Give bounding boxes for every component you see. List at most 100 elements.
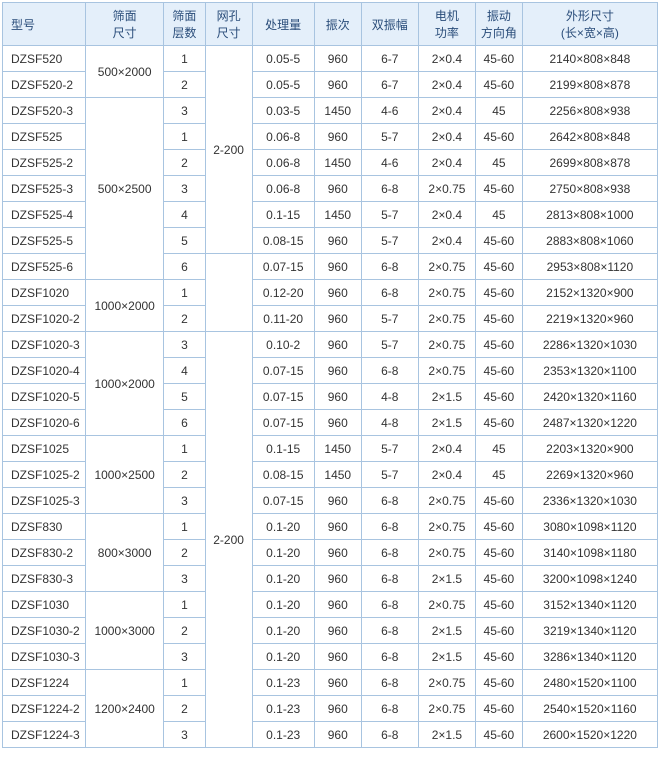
cell-model: DZSF1025 [3, 436, 86, 462]
cell-angle: 45-60 [476, 696, 523, 722]
cell-dimensions: 2203×1320×900 [522, 436, 657, 462]
cell-dimensions: 2353×1320×1100 [522, 358, 657, 384]
cell-angle: 45-60 [476, 384, 523, 410]
cell-amplitude: 6-8 [361, 618, 418, 644]
cell-dimensions: 2750×808×938 [522, 176, 657, 202]
cell-angle: 45-60 [476, 566, 523, 592]
cell-capacity: 0.07-15 [252, 410, 314, 436]
cell-dimensions: 2642×808×848 [522, 124, 657, 150]
cell-screen-size: 800×3000 [86, 514, 164, 592]
cell-model: DZSF1025-3 [3, 488, 86, 514]
cell-capacity: 0.07-15 [252, 358, 314, 384]
cell-power: 2×1.5 [418, 566, 475, 592]
cell-frequency: 960 [314, 306, 361, 332]
cell-model: DZSF520-3 [3, 98, 86, 124]
cell-angle: 45-60 [476, 540, 523, 566]
cell-model: DZSF1224-3 [3, 722, 86, 748]
cell-angle: 45 [476, 98, 523, 124]
cell-power: 2×0.4 [418, 462, 475, 488]
cell-layers: 3 [164, 98, 206, 124]
cell-layers: 2 [164, 150, 206, 176]
cell-angle: 45-60 [476, 306, 523, 332]
cell-angle: 45-60 [476, 72, 523, 98]
cell-capacity: 0.05-5 [252, 72, 314, 98]
cell-dimensions: 3286×1340×1120 [522, 644, 657, 670]
cell-model: DZSF525 [3, 124, 86, 150]
cell-power: 2×1.5 [418, 410, 475, 436]
col-header: 振次 [314, 3, 361, 46]
cell-model: DZSF1020 [3, 280, 86, 306]
cell-mesh [205, 254, 252, 332]
cell-frequency: 960 [314, 696, 361, 722]
cell-amplitude: 6-8 [361, 566, 418, 592]
col-header: 筛面层数 [164, 3, 206, 46]
cell-model: DZSF1020-4 [3, 358, 86, 384]
cell-frequency: 960 [314, 722, 361, 748]
cell-model: DZSF1020-3 [3, 332, 86, 358]
cell-frequency: 960 [314, 280, 361, 306]
cell-frequency: 960 [314, 176, 361, 202]
cell-amplitude: 6-7 [361, 72, 418, 98]
cell-amplitude: 6-8 [361, 254, 418, 280]
cell-power: 2×0.4 [418, 150, 475, 176]
cell-frequency: 960 [314, 540, 361, 566]
cell-capacity: 0.07-15 [252, 254, 314, 280]
cell-power: 2×0.4 [418, 202, 475, 228]
cell-capacity: 0.10-2 [252, 332, 314, 358]
cell-capacity: 0.1-23 [252, 722, 314, 748]
cell-amplitude: 6-8 [361, 280, 418, 306]
cell-dimensions: 2953×808×1120 [522, 254, 657, 280]
col-header: 电机功率 [418, 3, 475, 46]
cell-capacity: 0.1-20 [252, 644, 314, 670]
cell-power: 2×0.75 [418, 332, 475, 358]
cell-model: DZSF520 [3, 46, 86, 72]
cell-layers: 5 [164, 384, 206, 410]
cell-layers: 6 [164, 254, 206, 280]
cell-power: 2×1.5 [418, 722, 475, 748]
table-header: 型号筛面尺寸筛面层数网孔尺寸处理量振次双振幅电机功率振动方向角外形尺寸(长×宽×… [3, 3, 658, 46]
cell-layers: 2 [164, 540, 206, 566]
cell-model: DZSF1030-2 [3, 618, 86, 644]
cell-frequency: 960 [314, 618, 361, 644]
cell-amplitude: 5-7 [361, 436, 418, 462]
cell-power: 2×0.75 [418, 696, 475, 722]
cell-angle: 45-60 [476, 46, 523, 72]
cell-layers: 3 [164, 176, 206, 202]
table-row: DZSF520500×200012-2000.05-59606-72×0.445… [3, 46, 658, 72]
cell-capacity: 0.1-23 [252, 670, 314, 696]
cell-power: 2×0.75 [418, 280, 475, 306]
cell-capacity: 0.12-20 [252, 280, 314, 306]
cell-angle: 45-60 [476, 618, 523, 644]
cell-capacity: 0.08-15 [252, 462, 314, 488]
table-row: DZSF10201000×200010.12-209606-82×0.7545-… [3, 280, 658, 306]
cell-capacity: 0.1-20 [252, 540, 314, 566]
table-row: DZSF520-3500×250030.03-514504-62×0.44522… [3, 98, 658, 124]
cell-layers: 1 [164, 280, 206, 306]
cell-dimensions: 2286×1320×1030 [522, 332, 657, 358]
cell-capacity: 0.1-15 [252, 436, 314, 462]
cell-power: 2×1.5 [418, 384, 475, 410]
cell-layers: 3 [164, 644, 206, 670]
cell-power: 2×0.75 [418, 514, 475, 540]
spec-table: 型号筛面尺寸筛面层数网孔尺寸处理量振次双振幅电机功率振动方向角外形尺寸(长×宽×… [2, 2, 658, 748]
cell-model: DZSF1224-2 [3, 696, 86, 722]
cell-frequency: 960 [314, 566, 361, 592]
cell-layers: 3 [164, 488, 206, 514]
cell-layers: 3 [164, 566, 206, 592]
cell-angle: 45-60 [476, 124, 523, 150]
cell-power: 2×0.75 [418, 540, 475, 566]
cell-angle: 45-60 [476, 514, 523, 540]
cell-amplitude: 6-8 [361, 488, 418, 514]
cell-power: 2×0.75 [418, 488, 475, 514]
cell-model: DZSF1030-3 [3, 644, 86, 670]
cell-power: 2×0.4 [418, 98, 475, 124]
cell-frequency: 960 [314, 670, 361, 696]
cell-amplitude: 6-8 [361, 696, 418, 722]
table-row: DZSF10301000×300010.1-209606-82×0.7545-6… [3, 592, 658, 618]
cell-amplitude: 6-8 [361, 176, 418, 202]
cell-capacity: 0.06-8 [252, 124, 314, 150]
cell-model: DZSF830-3 [3, 566, 86, 592]
cell-capacity: 0.07-15 [252, 384, 314, 410]
cell-amplitude: 5-7 [361, 462, 418, 488]
cell-dimensions: 2140×808×848 [522, 46, 657, 72]
